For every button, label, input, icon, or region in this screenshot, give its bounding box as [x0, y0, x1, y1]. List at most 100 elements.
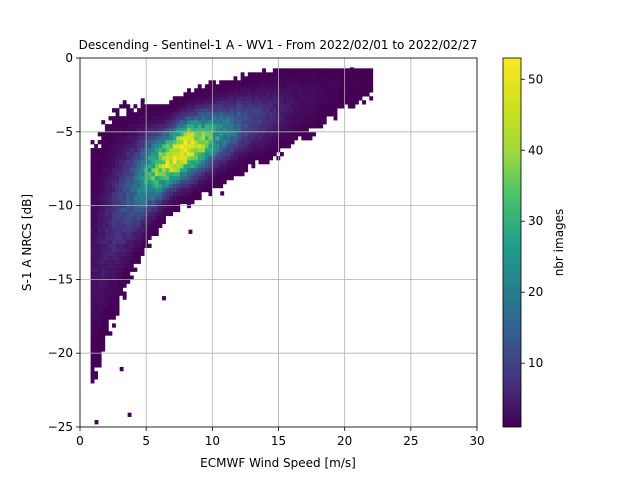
heatmap-cell: [315, 72, 320, 77]
heatmap-cell: [122, 156, 127, 161]
heatmap-cell: [97, 331, 102, 336]
heatmap-cell: [229, 104, 234, 109]
heatmap-cell: [212, 108, 216, 113]
heatmap-cell: [183, 163, 188, 169]
heatmap-cell: [197, 163, 202, 169]
heatmap-cell: [201, 167, 206, 173]
heatmap-cell: [129, 159, 134, 165]
heatmap-cell: [104, 136, 109, 141]
heatmap-cell: [115, 167, 120, 173]
heatmap-cell: [151, 148, 156, 153]
heatmap-cell: [126, 167, 131, 173]
heatmap-cell: [154, 223, 159, 229]
heatmap-cell: [265, 159, 270, 165]
heatmap-cell: [101, 335, 106, 340]
heatmap-cell: [90, 371, 95, 376]
heatmap-cell: [133, 219, 138, 225]
heatmap-cell: [237, 116, 241, 121]
heatmap-cell: [201, 175, 206, 181]
heatmap-cell: [197, 112, 202, 117]
heatmap-cell: [208, 167, 213, 173]
heatmap-cell: [351, 72, 356, 77]
heatmap-cell: [133, 231, 138, 237]
heatmap-cell: [129, 247, 134, 252]
heatmap-cell: [212, 132, 216, 137]
heatmap-cell: [251, 156, 256, 161]
heatmap-cell: [140, 187, 145, 193]
heatmap-cell: [108, 187, 113, 193]
heatmap-cell: [365, 76, 370, 81]
heatmap-cell: [279, 112, 284, 117]
heatmap-cell: [129, 239, 134, 244]
heatmap-cell: [129, 108, 134, 113]
heatmap-cell: [297, 100, 302, 105]
heatmap-cell: [108, 283, 113, 288]
heatmap-cell: [90, 243, 95, 248]
heatmap-cell: [308, 136, 313, 141]
heatmap-cell: [254, 124, 259, 129]
heatmap-cell: [208, 92, 213, 97]
heatmap-cell: [233, 120, 238, 125]
heatmap-cell: [194, 124, 199, 129]
heatmap-cell: [283, 136, 288, 141]
heatmap-cell: [104, 124, 109, 129]
heatmap-cell: [179, 167, 184, 173]
heatmap-cell: [154, 104, 159, 109]
heatmap-cell: [151, 207, 156, 213]
heatmap-cell: [147, 156, 152, 161]
heatmap-cell: [194, 183, 199, 189]
heatmap-cell: [97, 283, 102, 288]
heatmap-cell: [333, 116, 338, 121]
heatmap-cell: [169, 159, 174, 165]
heatmap-cell: [244, 124, 249, 129]
heatmap-cell: [94, 359, 99, 364]
heatmap-cell: [229, 100, 234, 105]
heatmap-cell: [304, 132, 309, 137]
heatmap-cell: [176, 124, 181, 129]
heatmap-cell: [97, 179, 102, 185]
heatmap-cell: [119, 211, 124, 217]
heatmap-cell: [251, 84, 256, 89]
heatmap-cell: [94, 267, 99, 272]
heatmap-cell: [179, 195, 184, 201]
heatmap-cell: [147, 195, 152, 201]
heatmap-cell: [90, 363, 95, 368]
heatmap-cell: [162, 156, 166, 161]
heatmap-cell: [122, 291, 127, 296]
heatmap-cell: [297, 72, 302, 77]
heatmap-cell: [104, 307, 109, 312]
heatmap-cell: [133, 116, 138, 121]
heatmap-cell: [354, 84, 359, 89]
heatmap-cell: [215, 96, 220, 101]
heatmap-cell: [122, 239, 127, 244]
heatmap-cell: [362, 76, 366, 81]
heatmap-cell: [119, 243, 124, 248]
heatmap-cell: [269, 104, 274, 109]
heatmap-cell: [272, 88, 277, 93]
heatmap-cell: [326, 80, 331, 85]
heatmap-cell: [151, 231, 156, 237]
heatmap-cell: [215, 124, 220, 129]
heatmap-cell: [254, 104, 259, 109]
heatmap-cell: [201, 179, 206, 185]
heatmap-cell: [219, 128, 224, 133]
heatmap-cell: [329, 112, 334, 117]
heatmap-cell: [179, 163, 184, 169]
heatmap-cell: [162, 219, 166, 225]
heatmap-cell: [294, 124, 299, 129]
heatmap-cell: [97, 303, 102, 308]
heatmap-cell: [229, 120, 234, 125]
heatmap-cell: [154, 183, 159, 189]
heatmap-cell: [215, 108, 220, 113]
heatmap-cell: [265, 128, 270, 133]
heatmap-cell: [158, 148, 163, 153]
heatmap-cell: [220, 191, 225, 196]
heatmap-cell: [258, 84, 263, 89]
heatmap-cell: [294, 96, 299, 101]
heatmap-cell: [97, 343, 102, 348]
heatmap-cell: [294, 84, 299, 89]
heatmap-cell: [283, 72, 288, 77]
heatmap-cell: [222, 144, 227, 149]
heatmap-cell: [290, 108, 295, 113]
heatmap-cell: [297, 68, 302, 73]
